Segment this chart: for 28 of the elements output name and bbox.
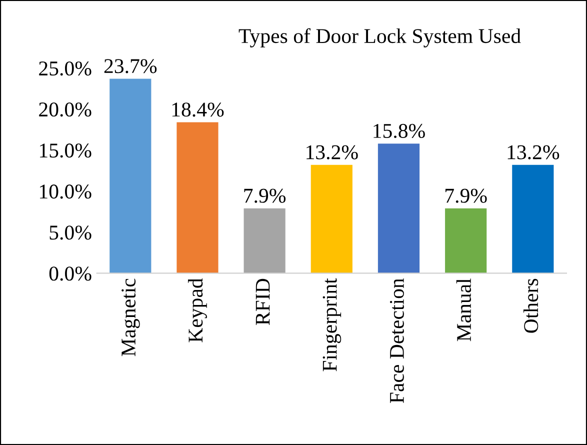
bar [110,78,152,274]
data-label: 7.9% [446,188,487,203]
bar [445,208,487,274]
x-tick-label: Keypad [188,278,207,342]
x-tick-label: Others [523,278,538,333]
chart-title: Types of Door Lock System Used [238,28,521,48]
y-tick-label: 20.0% [39,102,92,117]
bar [244,208,286,274]
bar [310,164,352,274]
x-tick-label: Manual [456,278,472,342]
y-tick-label: 10.0% [40,184,92,199]
data-label: 15.8% [374,124,425,138]
data-label: 7.9% [244,188,286,203]
x-tick-label: Fingerprint [322,278,342,372]
y-tick-label: 5.0% [50,226,92,240]
data-label: 18.4% [172,102,224,117]
bar [378,144,420,274]
x-tick-label: Magnetic [122,278,140,356]
data-label: 13.2% [306,145,358,160]
y-tick-label: 15.0% [40,144,92,158]
data-label: 23.7% [104,59,157,74]
x-tick-label: RFID [256,278,270,325]
bar [176,122,218,274]
x-tick-label: Face Detection [390,278,404,404]
y-tick-label: 25.0% [39,61,92,76]
data-label: 13.2% [508,145,560,160]
y-tick-label: 0.0% [49,266,92,281]
bar [512,164,554,274]
